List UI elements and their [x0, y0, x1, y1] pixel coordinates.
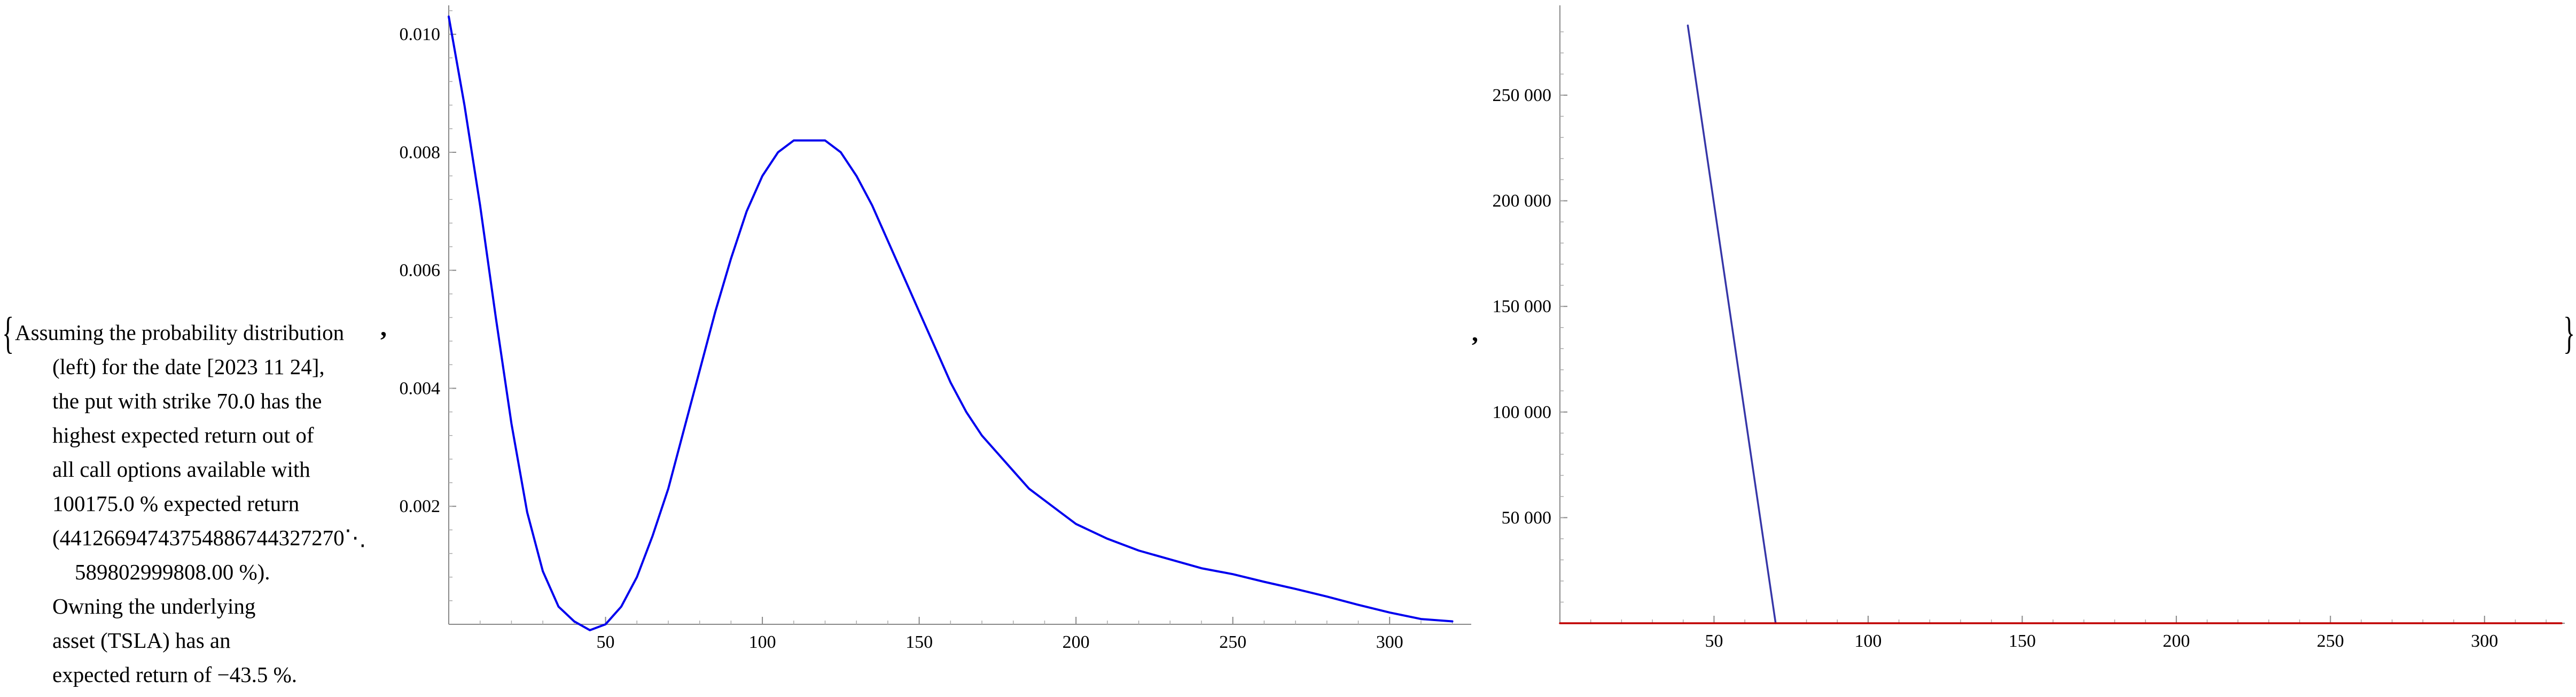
series-line [1687, 24, 1777, 624]
y-tick-label: 0.004 [400, 378, 441, 398]
x-tick-label: 250 [1219, 632, 1246, 652]
description-line: (left) for the date [2023 11 24], [52, 354, 325, 379]
description-line: asset (TSLA) has an [52, 628, 231, 653]
probability-distribution-chart: 50 100 150 200 250 300 0.002 0.004 0.006 0.008 0.0… [400, 5, 1471, 652]
separator-comma: , [1472, 319, 1478, 347]
y-tick-label: 0.002 [400, 497, 441, 516]
x-tick-label: 100 [1854, 631, 1882, 651]
x-tick-label: 200 [1063, 632, 1090, 652]
result-description: Assuming the probability distribution (l… [15, 315, 394, 692]
x-tick-label: 300 [2471, 631, 2498, 651]
y-tick-label: 100 000 [1493, 402, 1552, 422]
description-line: (44126694743754886744327270⋱ [52, 525, 366, 550]
separator-comma: , [380, 313, 387, 342]
y-tick-label: 250 000 [1493, 86, 1552, 105]
x-tick-label: 150 [2009, 631, 2036, 651]
x-tick-label: 50 [1705, 631, 1723, 651]
description-line: 589802999808.00 %). [75, 560, 270, 584]
close-brace: } [2563, 308, 2575, 358]
description-line: all call options available with [52, 457, 310, 482]
x-tick-label: 300 [1376, 632, 1403, 652]
description-line: the put with strike 70.0 has the [52, 389, 322, 413]
series-line [448, 16, 1454, 631]
x-tick-label: 100 [749, 632, 776, 652]
description-line: Owning the underlying [52, 594, 256, 618]
description-line: highest expected return out of [52, 423, 314, 447]
y-tick-label: 200 000 [1493, 191, 1552, 211]
x-tick-label: 150 [905, 632, 933, 652]
x-tick-label: 50 [597, 632, 615, 652]
description-line: expected return of −43.5 %. [52, 662, 298, 687]
y-tick-label: 0.008 [400, 143, 441, 162]
description-line: Assuming the probability distribution [15, 320, 345, 345]
y-tick-label: 0.010 [400, 25, 441, 44]
y-tick-label: 50 000 [1502, 508, 1552, 528]
x-tick-label: 250 [2317, 631, 2344, 651]
description-line: 100175.0 % expected return [52, 491, 300, 516]
y-tick-label: 0.006 [400, 261, 441, 281]
open-brace: { [2, 308, 14, 358]
x-tick-label: 200 [2163, 631, 2190, 651]
expected-return-chart: 50 100 150 200 250 300 50 000 100 000 150 000 200… [1493, 5, 2565, 651]
y-tick-label: 150 000 [1493, 297, 1552, 316]
